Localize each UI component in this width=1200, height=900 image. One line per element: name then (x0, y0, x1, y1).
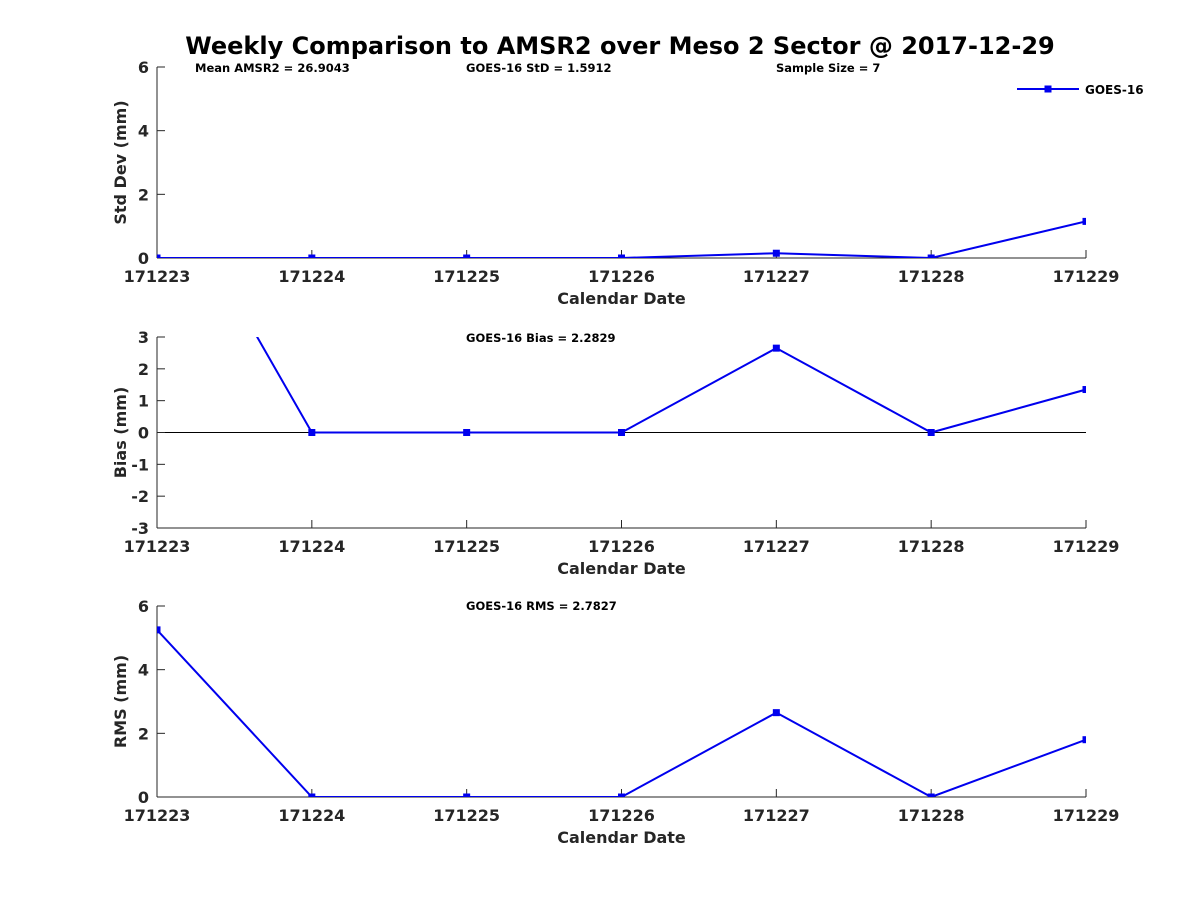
x-tick-label: 171227 (743, 267, 810, 286)
plot-rms: 0 2 4 6 171223 171224 171225 171226 171227 171228… (111, 597, 1119, 847)
x-tick-label: 171227 (743, 806, 810, 825)
plot-bias: -3 -2 -1 0 1 2 3 171223 171224 171225 171226 171227… (111, 328, 1120, 578)
data-point (927, 429, 935, 436)
series-GOES-16 (157, 626, 1086, 797)
x-tick-label: 171229 (1053, 806, 1120, 825)
data-point (772, 249, 780, 257)
x-axis-label: Calendar Date (557, 289, 686, 308)
data-point (1082, 386, 1086, 394)
x-tick-label: 171226 (588, 267, 655, 286)
y-tick-label: 2 (138, 360, 149, 379)
y-tick-label: 2 (138, 724, 149, 743)
y-tick-label: 0 (138, 788, 149, 807)
data-point (618, 793, 625, 797)
annotation: Sample Size = 7 (776, 61, 880, 75)
annotation: GOES-16 Bias = 2.2829 (466, 331, 615, 345)
data-point (463, 793, 471, 797)
x-axis-label: Calendar Date (557, 559, 686, 578)
x-tick-label: 171224 (278, 806, 345, 825)
data-point (927, 254, 935, 258)
y-tick-label: 3 (138, 328, 149, 347)
x-tick-label: 171225 (433, 537, 500, 556)
x-tick-label: 171224 (278, 537, 345, 556)
legend-marker (1044, 85, 1052, 93)
annotation: GOES-16 RMS = 2.7827 (466, 599, 617, 613)
y-tick-label: 4 (138, 661, 149, 680)
y-tick-label: 0 (138, 424, 149, 443)
data-point (463, 429, 471, 436)
data-point (308, 254, 316, 258)
data-point (1082, 217, 1086, 225)
annotation: Mean AMSR2 = 26.9043 (195, 61, 350, 75)
x-tick-label: 171228 (898, 267, 965, 286)
data-point (157, 626, 161, 634)
x-tick-label: 171226 (588, 806, 655, 825)
figure-title: Weekly Comparison to AMSR2 over Meso 2 S… (185, 32, 1054, 60)
y-tick-label: 6 (138, 58, 149, 77)
data-point (618, 254, 625, 258)
y-tick-label: 0 (138, 249, 149, 268)
y-tick-label: 4 (138, 122, 149, 141)
y-tick-label: -2 (131, 487, 149, 506)
x-tick-label: 171226 (588, 537, 655, 556)
data-point (1082, 736, 1086, 744)
y-tick-label: 6 (138, 597, 149, 616)
y-axis-label: Bias (mm) (111, 387, 130, 479)
data-point (308, 793, 316, 797)
data-point (308, 429, 316, 436)
data-point (157, 254, 161, 258)
x-tick-label: 171228 (898, 806, 965, 825)
legend: GOES-16 (1017, 83, 1144, 97)
x-tick-label: 171224 (278, 267, 345, 286)
x-axis-label: Calendar Date (557, 828, 686, 847)
x-tick-label: 171225 (433, 267, 500, 286)
y-tick-label: -1 (131, 455, 149, 474)
data-point (618, 429, 625, 436)
data-point (772, 344, 780, 352)
x-tick-label: 171229 (1053, 267, 1120, 286)
y-tick-label: 1 (138, 392, 149, 411)
plot-std: 0 2 4 6 171223 171224 171225 171226 171227 171228… (111, 58, 1144, 308)
legend-label: GOES-16 (1085, 83, 1144, 97)
plots: 0 2 4 6 171223 171224 171225 171226 171227 171228… (111, 58, 1144, 847)
y-tick-label: -3 (131, 519, 149, 538)
x-tick-label: 171228 (898, 537, 965, 556)
data-point (772, 709, 780, 717)
data-point (927, 793, 935, 797)
x-tick-label: 171229 (1053, 537, 1120, 556)
x-tick-label: 171227 (743, 537, 810, 556)
y-axis-label: RMS (mm) (111, 655, 130, 748)
y-axis-label: Std Dev (mm) (111, 100, 130, 224)
series-GOES-16 (157, 217, 1086, 258)
annotation: GOES-16 StD = 1.5912 (466, 61, 611, 75)
x-tick-label: 171225 (433, 806, 500, 825)
x-tick-label: 171223 (124, 267, 191, 286)
series-GOES-16 (256, 337, 1086, 436)
x-tick-label: 171223 (124, 806, 191, 825)
data-point (463, 254, 471, 258)
x-tick-label: 171223 (124, 537, 191, 556)
y-tick-label: 2 (138, 185, 149, 204)
